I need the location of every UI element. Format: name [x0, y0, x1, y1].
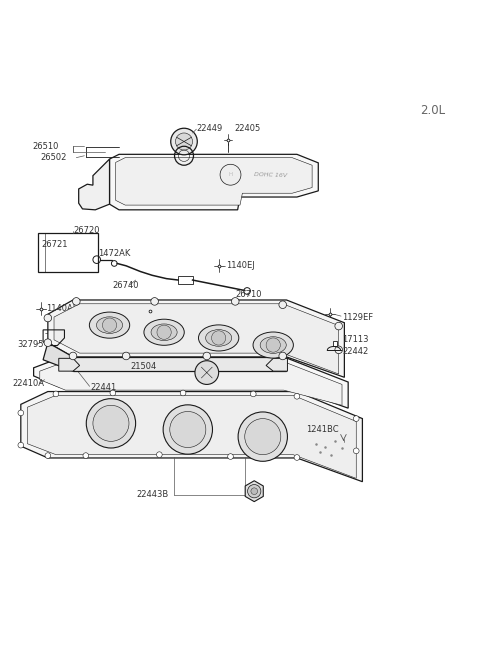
Text: 1472AK: 1472AK [97, 250, 130, 259]
Text: 26710: 26710 [235, 290, 262, 299]
Circle shape [83, 453, 89, 458]
Circle shape [93, 405, 129, 441]
Ellipse shape [144, 319, 184, 345]
Circle shape [44, 314, 52, 322]
Polygon shape [109, 155, 318, 210]
Circle shape [18, 442, 24, 448]
Circle shape [180, 390, 186, 396]
Circle shape [156, 452, 162, 457]
Polygon shape [116, 158, 312, 205]
Text: 22441: 22441 [91, 383, 117, 392]
Circle shape [157, 325, 171, 339]
Circle shape [44, 339, 52, 346]
Polygon shape [333, 341, 337, 346]
Circle shape [53, 391, 59, 397]
Circle shape [266, 338, 280, 352]
Polygon shape [43, 343, 73, 371]
Polygon shape [54, 304, 339, 374]
Text: 22405: 22405 [234, 124, 261, 133]
Circle shape [45, 453, 51, 458]
Polygon shape [34, 358, 348, 408]
Circle shape [251, 391, 256, 397]
Ellipse shape [205, 329, 232, 346]
Polygon shape [73, 357, 287, 371]
Circle shape [251, 488, 258, 495]
Text: 22410A: 22410A [12, 379, 44, 388]
Polygon shape [27, 396, 356, 478]
Polygon shape [245, 481, 263, 502]
Circle shape [102, 318, 117, 332]
Text: H: H [228, 172, 233, 178]
Polygon shape [48, 300, 344, 377]
Circle shape [176, 133, 192, 150]
Text: 1241BC: 1241BC [306, 425, 339, 434]
Circle shape [248, 485, 261, 498]
Circle shape [220, 164, 241, 185]
Circle shape [335, 322, 343, 330]
Circle shape [86, 399, 136, 448]
Text: 1140AB: 1140AB [47, 304, 79, 313]
Circle shape [294, 394, 300, 399]
Ellipse shape [199, 325, 239, 351]
Polygon shape [266, 358, 288, 371]
Circle shape [245, 419, 281, 455]
Text: 1129EF: 1129EF [342, 312, 373, 322]
Polygon shape [40, 362, 342, 405]
Text: 22443B: 22443B [137, 490, 169, 499]
Circle shape [279, 352, 287, 360]
Circle shape [151, 297, 158, 305]
Circle shape [231, 297, 239, 305]
Ellipse shape [260, 337, 286, 353]
Polygon shape [79, 159, 109, 210]
Text: 26720: 26720 [73, 226, 99, 234]
Circle shape [353, 448, 359, 454]
Polygon shape [21, 392, 362, 481]
Ellipse shape [151, 324, 177, 341]
Text: 1129EF: 1129EF [93, 309, 124, 318]
Text: 21504: 21504 [131, 362, 157, 371]
Circle shape [122, 352, 130, 360]
Circle shape [163, 405, 213, 454]
Text: DOHC 16V: DOHC 16V [254, 172, 288, 178]
Text: 1140EJ: 1140EJ [226, 261, 254, 271]
Text: 2.0L: 2.0L [420, 103, 445, 117]
Circle shape [228, 454, 233, 459]
Circle shape [195, 361, 219, 384]
Text: 22449: 22449 [196, 124, 223, 133]
Circle shape [238, 412, 288, 461]
Circle shape [279, 301, 287, 309]
Text: 26740: 26740 [112, 281, 138, 290]
Circle shape [72, 297, 80, 305]
Circle shape [212, 331, 226, 345]
Text: 22442: 22442 [342, 346, 368, 356]
Circle shape [203, 352, 211, 360]
Text: 17113: 17113 [342, 335, 369, 344]
Ellipse shape [96, 317, 122, 333]
Circle shape [170, 411, 206, 447]
Circle shape [18, 410, 24, 416]
Circle shape [69, 352, 77, 360]
Circle shape [171, 128, 197, 155]
Text: 32795: 32795 [17, 339, 44, 348]
Circle shape [335, 346, 343, 354]
Ellipse shape [89, 312, 130, 338]
Circle shape [110, 390, 116, 396]
Circle shape [353, 416, 359, 421]
Ellipse shape [253, 332, 293, 358]
Text: 26502: 26502 [41, 153, 67, 162]
Text: 26721: 26721 [42, 240, 68, 249]
Text: 26510: 26510 [32, 141, 59, 151]
Circle shape [294, 455, 300, 460]
Polygon shape [59, 358, 80, 371]
